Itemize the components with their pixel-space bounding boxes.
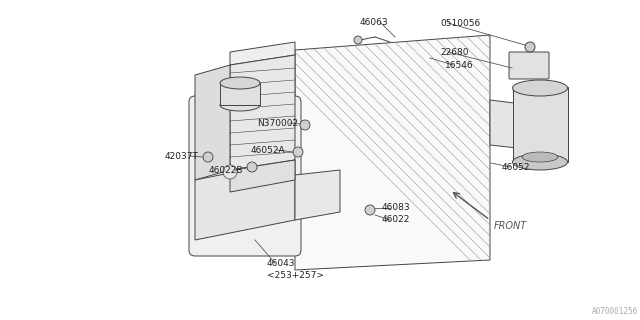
Text: A070001256: A070001256 [592,307,638,316]
Text: 0510056: 0510056 [440,19,480,28]
Text: 42037T: 42037T [164,151,198,161]
Circle shape [300,120,310,130]
Bar [220,83,260,105]
Polygon shape [230,160,295,192]
Ellipse shape [513,80,568,96]
Circle shape [203,152,213,162]
Ellipse shape [522,152,558,162]
Ellipse shape [220,77,260,89]
Circle shape [525,42,535,52]
Text: N370002: N370002 [257,118,298,127]
Text: 46083: 46083 [382,204,411,212]
Text: 22680: 22680 [440,47,468,57]
Text: 46022B: 46022B [209,165,243,174]
Ellipse shape [220,99,260,111]
Circle shape [365,205,375,215]
Circle shape [223,165,237,179]
Polygon shape [195,160,295,240]
Polygon shape [490,100,535,150]
Circle shape [293,147,303,157]
Polygon shape [295,35,490,270]
Polygon shape [230,55,295,170]
Circle shape [247,162,257,172]
Polygon shape [230,42,295,65]
Polygon shape [195,65,230,180]
FancyBboxPatch shape [189,96,301,256]
FancyBboxPatch shape [509,52,549,79]
Text: <253+257>: <253+257> [267,271,324,281]
Text: 46063: 46063 [360,18,388,27]
Text: 46022: 46022 [382,215,410,225]
Text: 46052: 46052 [502,163,531,172]
Ellipse shape [513,154,568,170]
Text: 46052A: 46052A [250,146,285,155]
Polygon shape [295,170,340,220]
Text: 46043: 46043 [267,259,296,268]
Text: 16546: 16546 [445,60,474,69]
Circle shape [354,36,362,44]
Text: FRONT: FRONT [494,221,527,231]
Bar [513,87,568,162]
